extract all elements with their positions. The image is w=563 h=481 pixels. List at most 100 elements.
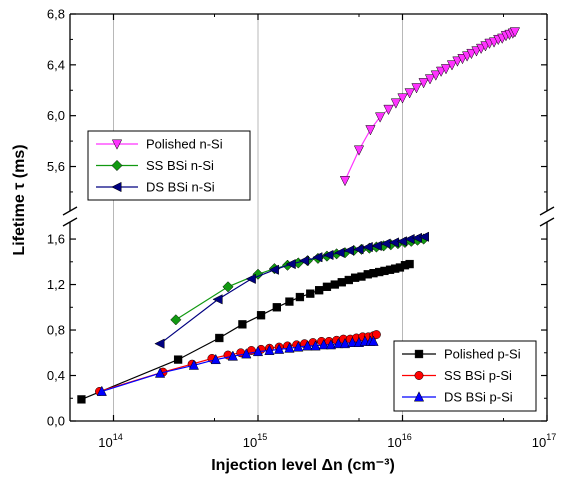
legend-upper: Polished n-Si SS BSi n-Si DS BSi n-Si	[87, 130, 251, 201]
data-point-ds-bsi-p-si	[210, 353, 221, 365]
legend-label-polished-n-si: Polished n-Si	[146, 137, 223, 152]
data-point-polished-n-si	[365, 125, 376, 136]
data-point-polished-p-si	[315, 286, 324, 295]
data-point-ds-bsi-n-si	[396, 236, 407, 247]
series-polished-p-si	[77, 259, 414, 404]
data-point-ds-bsi-n-si	[334, 247, 345, 258]
data-point-polished-n-si	[411, 83, 422, 94]
data-point-ds-bsi-n-si	[353, 244, 364, 255]
legend-label-ss-bsi-p-si: SS BSi p-Si	[444, 368, 512, 383]
data-point-ds-bsi-p-si	[339, 337, 351, 349]
y-tick-label-lower-4: 1,6	[47, 232, 65, 247]
data-point-ds-bsi-p-si	[154, 367, 166, 378]
y-tick-label-upper-1: 6,0	[47, 108, 65, 123]
data-point-ds-bsi-n-si	[212, 294, 223, 305]
data-point-polished-p-si	[337, 278, 346, 287]
data-point-polished-n-si	[339, 176, 351, 187]
axis-break-gap-1	[539, 211, 555, 222]
data-point-ds-bsi-p-si	[264, 344, 275, 355]
legend-label-ss-bsi-n-si: SS BSi n-Si	[146, 158, 214, 173]
data-point-ds-bsi-n-si	[343, 245, 354, 256]
data-point-ds-bsi-n-si	[285, 258, 296, 270]
data-point-polished-n-si	[440, 64, 452, 75]
y-tick-label-upper-0: 5,6	[47, 159, 65, 174]
data-point-ss-bsi-n-si	[222, 281, 234, 293]
data-point-ds-bsi-n-si	[418, 231, 429, 242]
data-point-ds-bsi-p-si	[333, 337, 344, 349]
data-point-ds-bsi-n-si	[268, 264, 279, 275]
data-point-polished-n-si	[430, 70, 441, 81]
data-point-ds-bsi-n-si	[312, 252, 323, 263]
data-point-ds-bsi-p-si	[284, 342, 295, 353]
data-point-polished-p-si	[330, 280, 339, 289]
data-point-polished-n-si	[466, 48, 477, 60]
data-point-polished-p-si	[285, 297, 294, 306]
data-point-ds-bsi-p-si	[293, 341, 304, 352]
data-point-polished-n-si	[452, 56, 463, 67]
x-tick-label-1: 1015	[243, 432, 267, 450]
data-point-ds-bsi-p-si	[310, 340, 321, 351]
data-point-ds-bsi-p-si	[347, 336, 358, 347]
legend-marker-polished-p-si	[414, 349, 424, 359]
y-tick-label-lower-3: 1,2	[47, 277, 65, 292]
data-point-ds-bsi-p-si	[96, 385, 107, 396]
axis-break-gap-0	[62, 211, 78, 222]
axis-break-mark-0-bottom	[62, 217, 78, 227]
axis-break-mark-1-bottom	[539, 217, 555, 227]
data-point-ds-bsi-p-si	[188, 359, 199, 370]
data-point-ds-bsi-n-si	[245, 273, 256, 284]
data-point-polished-n-si	[353, 145, 365, 156]
legend-marker-polished-n-si	[111, 139, 123, 150]
data-point-polished-p-si	[322, 282, 332, 291]
data-point-polished-p-si	[405, 259, 414, 269]
data-point-ds-bsi-p-si	[227, 350, 238, 361]
data-point-ds-bsi-n-si	[323, 249, 334, 261]
y-tick-label-lower-2: 0,8	[47, 323, 65, 338]
series-ds-bsi-p-si	[96, 335, 379, 396]
data-point-polished-p-si	[173, 355, 183, 364]
data-point-polished-n-si	[446, 60, 458, 71]
data-point-polished-n-si	[397, 93, 408, 104]
x-tick-label-3: 1017	[532, 432, 556, 450]
data-point-polished-p-si	[77, 395, 86, 404]
y-tick-label-lower-0: 0,0	[47, 414, 65, 429]
data-point-ds-bsi-p-si	[241, 348, 252, 359]
data-point-ss-bsi-n-si	[252, 268, 264, 280]
data-point-polished-n-si	[509, 27, 521, 38]
x-tick-label-2: 1016	[387, 432, 411, 450]
data-point-ds-bsi-n-si	[371, 240, 382, 251]
data-point-polished-p-si	[272, 303, 281, 312]
legend-label-ds-bsi-p-si: DS BSi p-Si	[444, 390, 513, 405]
legend-label-polished-p-si: Polished p-Si	[444, 347, 521, 362]
data-point-ds-bsi-p-si	[252, 345, 264, 357]
y-tick-label-lower-1: 0,4	[47, 368, 65, 383]
series-polished-n-si	[339, 27, 521, 187]
data-point-polished-n-si	[375, 112, 386, 123]
plot-frame	[62, 13, 555, 422]
data-point-ss-bsi-p-si	[371, 330, 381, 340]
data-point-ds-bsi-p-si	[302, 340, 313, 351]
data-point-ds-bsi-n-si	[380, 238, 391, 249]
y-tick-label-upper-3: 6,8	[47, 7, 65, 22]
data-point-ds-bsi-n-si	[298, 255, 310, 266]
data-point-ds-bsi-n-si	[362, 241, 373, 253]
data-point-ds-bsi-p-si	[368, 335, 379, 346]
data-point-polished-n-si	[383, 104, 394, 116]
y-axis-title: Lifetime τ (ms)	[11, 144, 28, 255]
x-axis-title: Injection level Δn (cm⁻³)	[211, 457, 395, 474]
axis-break-mark-0-top	[62, 206, 78, 216]
data-point-polished-p-si	[256, 311, 266, 320]
axis-break-mark-1-top	[539, 206, 555, 216]
data-point-polished-n-si	[404, 88, 415, 99]
y-tick-label-upper-2: 6,4	[47, 57, 65, 72]
legend-marker-ds-bsi-p-si	[413, 391, 425, 402]
data-point-polished-p-si	[238, 320, 247, 329]
data-point-polished-n-si	[436, 66, 447, 77]
series-line-ds-bsi-p-si	[101, 340, 374, 392]
data-point-polished-n-si	[424, 74, 436, 85]
legend-label-ds-bsi-n-si: DS BSi n-Si	[146, 180, 215, 195]
x-tick-label-0: 1014	[98, 432, 122, 450]
data-point-polished-n-si	[390, 98, 401, 109]
legend-marker-ss-bsi-n-si	[111, 159, 123, 172]
